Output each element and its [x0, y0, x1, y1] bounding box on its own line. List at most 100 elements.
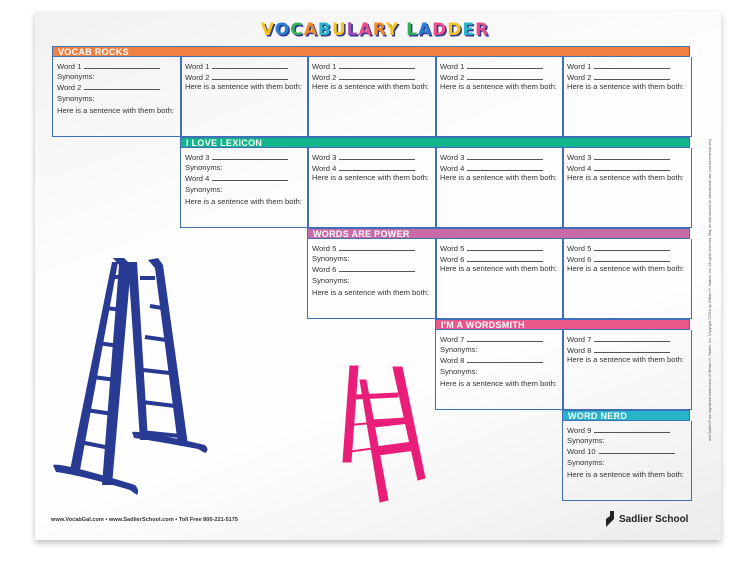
line-label: Here is a sentence with them both:	[312, 287, 429, 297]
line-label: Here is a sentence with them both:	[440, 82, 557, 91]
word-blank-field[interactable]	[212, 173, 289, 181]
word-blank-field[interactable]	[467, 334, 544, 342]
word-blank-field[interactable]	[467, 243, 544, 251]
line-label: Word 3	[312, 153, 337, 162]
line-label: Here is a sentence with them both:	[440, 378, 557, 388]
ladder-rung	[105, 306, 123, 312]
title-letter: A	[417, 20, 433, 40]
line-label: Synonyms:	[185, 162, 223, 172]
line-label: Synonyms:	[312, 253, 350, 263]
line-label: Synonyms:	[57, 71, 95, 81]
word-blank-field[interactable]	[594, 425, 671, 433]
word-blank-field[interactable]	[339, 72, 416, 80]
word-line: Word 6	[312, 264, 436, 276]
line-label: Word 4	[440, 163, 465, 173]
line-label: Here is a sentence with them both:	[312, 82, 429, 91]
vocab-cell: Word 1 Word 2 Here is a sentence with them…	[435, 57, 564, 137]
word-blank-field[interactable]	[467, 355, 544, 363]
sentence-line: Here is a sentence with them both:	[567, 173, 691, 184]
word-blank-field[interactable]	[339, 152, 416, 160]
line-label: Word 7	[567, 335, 592, 344]
line-label: Word 1	[312, 62, 337, 71]
ladder-rung	[149, 304, 163, 310]
word-line: Word 3	[312, 152, 436, 163]
line-label: Word 2	[567, 72, 592, 82]
word-blank-field[interactable]	[339, 163, 416, 171]
ladder-rung	[92, 375, 117, 382]
line-label: Here is a sentence with them both:	[185, 82, 302, 91]
section-header: WORD NERD	[562, 410, 690, 421]
line-label: Synonyms:	[312, 276, 350, 285]
word-blank-field[interactable]	[594, 72, 671, 80]
word-blank-field[interactable]	[467, 61, 544, 69]
line-label: Here is a sentence with them both:	[567, 264, 684, 273]
word-blank-field[interactable]	[594, 163, 671, 171]
word-line: Word 4	[440, 163, 563, 174]
line-label: Word 4	[185, 174, 210, 183]
ladder-rung	[97, 341, 120, 348]
vocab-cell: Word 1 Word 2 Here is a sentence with them…	[180, 57, 309, 137]
line-label: Word 5	[440, 244, 465, 253]
word-blank-field[interactable]	[84, 61, 161, 69]
vocab-cell: Word 3 Word 4 Here is a sentence with them…	[562, 148, 692, 228]
line-label: Word 8	[440, 356, 465, 365]
title-letter: A	[303, 20, 318, 40]
synonyms-line: Synonyms:	[440, 367, 563, 378]
line-label: Word 1	[57, 62, 82, 71]
word-blank-field[interactable]	[467, 72, 544, 80]
sentence-line: Here is a sentence with them both:	[440, 378, 563, 390]
line-label: Word 4	[312, 163, 337, 173]
line-label: Here is a sentence with them both:	[567, 355, 684, 364]
title-letter: Y	[385, 20, 400, 40]
word-line: Word 1	[57, 61, 181, 72]
word-blank-field[interactable]	[467, 152, 544, 160]
vocab-cell: Word 1 Synonyms: Word 2 Synonyms: Here is a …	[52, 57, 182, 137]
line-label: Word 5	[312, 244, 337, 253]
line-label: Here is a sentence with them both:	[440, 264, 557, 273]
vocab-cell: Word 9 Synonyms: Word 10 Synonyms: Here is a…	[562, 421, 692, 501]
word-line: Word 8	[567, 345, 691, 356]
line-label: Word 6	[567, 254, 592, 264]
line-label: Word 2	[57, 83, 82, 92]
word-blank-field[interactable]	[594, 152, 671, 160]
sentence-line: Here is a sentence with them both:	[440, 82, 563, 93]
line-label: Word 3	[440, 153, 465, 162]
line-label: Word 2	[440, 72, 465, 82]
word-blank-field[interactable]	[339, 61, 416, 69]
word-blank-field[interactable]	[212, 72, 289, 80]
word-blank-field[interactable]	[339, 243, 416, 251]
synonyms-line: Synonyms:	[57, 72, 181, 83]
word-blank-field[interactable]	[598, 446, 675, 454]
line-label: Here is a sentence with them both:	[567, 173, 684, 182]
word-blank-field[interactable]	[594, 345, 671, 353]
word-line: Word 1	[185, 61, 308, 72]
word-blank-field[interactable]	[84, 82, 161, 90]
word-blank-field[interactable]	[594, 61, 671, 69]
word-blank-field[interactable]	[594, 334, 671, 342]
title-letter: D	[432, 20, 448, 40]
sentence-line: Here is a sentence with them both:	[57, 105, 181, 117]
word-line: Word 3	[185, 152, 308, 163]
section-header: WORDS ARE POWER	[307, 228, 690, 239]
word-blank-field[interactable]	[212, 61, 289, 69]
line-label: Here is a sentence with them both:	[185, 196, 302, 206]
word-blank-field[interactable]	[339, 264, 416, 272]
word-line: Word 2	[185, 72, 308, 83]
ladder-rung	[140, 430, 181, 438]
word-line: Word 7	[440, 334, 563, 345]
word-line: Word 2	[440, 72, 563, 83]
word-blank-field[interactable]	[212, 152, 289, 160]
line-label: Here is a sentence with them both:	[567, 82, 684, 91]
footer-contact: www.VocabGal.com • www.SadlierSchool.com…	[51, 517, 239, 523]
word-blank-field[interactable]	[594, 254, 671, 262]
word-line: Word 5	[312, 243, 436, 254]
line-label: Synonyms:	[440, 344, 478, 354]
word-blank-field[interactable]	[467, 254, 544, 262]
sentence-line: Here is a sentence with them both:	[567, 355, 691, 366]
word-line: Word 4	[567, 163, 691, 174]
word-blank-field[interactable]	[594, 243, 671, 251]
word-line: Word 9	[567, 425, 691, 436]
word-blank-field[interactable]	[467, 163, 544, 171]
line-label: Word 6	[440, 254, 465, 264]
